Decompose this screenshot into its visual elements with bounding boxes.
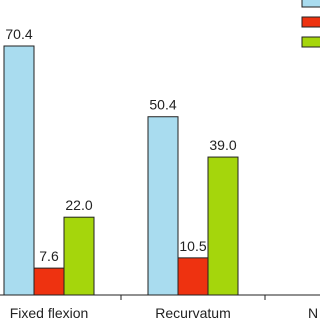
bar xyxy=(147,116,179,296)
x-tick-label: N xyxy=(308,305,318,320)
value-label: 50.4 xyxy=(149,97,176,113)
value-label: 7.6 xyxy=(39,248,59,264)
bar xyxy=(33,267,65,296)
bar xyxy=(63,216,95,296)
value-label: 10.5 xyxy=(179,238,206,254)
legend-swatch xyxy=(301,0,320,8)
value-label: 22.0 xyxy=(65,197,92,213)
x-tick-label: Fixed flexion xyxy=(10,305,89,320)
value-label: 70.4 xyxy=(5,26,32,42)
bar xyxy=(177,257,209,296)
bar xyxy=(3,45,35,296)
bar xyxy=(207,156,239,296)
legend-swatch xyxy=(301,16,320,28)
x-tick-label: Recurvatum xyxy=(155,305,230,320)
legend-swatch xyxy=(301,36,320,48)
value-label: 39.0 xyxy=(209,137,236,153)
